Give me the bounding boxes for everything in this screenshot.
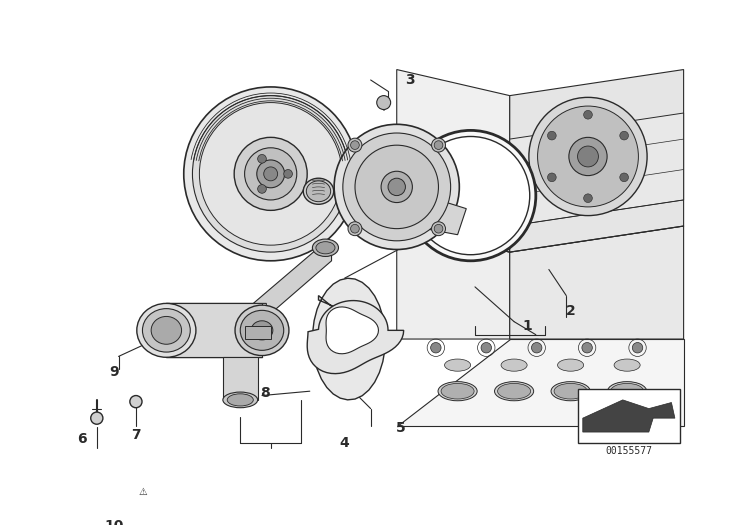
Ellipse shape [501,359,527,371]
Polygon shape [380,187,466,235]
Ellipse shape [142,309,190,352]
Text: 6: 6 [77,432,87,446]
Circle shape [348,222,362,236]
Circle shape [348,138,362,152]
Circle shape [632,342,643,353]
Text: 2: 2 [566,304,575,318]
Circle shape [264,167,278,181]
Circle shape [381,171,412,203]
Ellipse shape [551,382,590,401]
Polygon shape [583,400,675,432]
Circle shape [584,110,592,119]
Ellipse shape [303,178,334,204]
Ellipse shape [240,310,284,350]
Circle shape [193,96,349,252]
Text: 9: 9 [110,365,119,379]
Circle shape [200,102,342,245]
Ellipse shape [223,392,258,408]
Circle shape [284,170,292,178]
Polygon shape [326,307,379,354]
Circle shape [431,138,445,152]
Circle shape [350,141,359,150]
Circle shape [431,222,445,236]
Text: 8: 8 [260,386,269,400]
Circle shape [538,106,638,207]
Ellipse shape [136,303,196,358]
FancyBboxPatch shape [578,390,680,443]
Circle shape [481,342,491,353]
Polygon shape [223,358,258,400]
Circle shape [529,97,647,216]
Polygon shape [510,113,683,226]
Ellipse shape [316,242,335,254]
Circle shape [532,342,542,353]
Text: 3: 3 [405,73,415,87]
Ellipse shape [251,321,273,340]
Text: 5: 5 [396,421,406,435]
Circle shape [434,141,443,150]
Circle shape [548,173,556,182]
Polygon shape [308,301,404,374]
Circle shape [376,96,391,110]
Text: 7: 7 [131,428,141,442]
Ellipse shape [227,394,254,406]
Text: ⚠: ⚠ [139,487,147,497]
Text: 1: 1 [522,319,532,333]
Circle shape [350,224,359,233]
Circle shape [256,160,284,188]
Polygon shape [510,69,683,252]
Circle shape [355,145,439,228]
Polygon shape [397,339,683,426]
Circle shape [258,185,266,193]
Text: 10: 10 [104,519,124,525]
Circle shape [578,146,598,167]
Circle shape [582,342,592,353]
Ellipse shape [441,383,474,399]
Circle shape [244,148,297,200]
Circle shape [412,136,530,255]
Circle shape [334,124,459,249]
Circle shape [620,131,628,140]
Ellipse shape [235,305,289,355]
Circle shape [620,173,628,182]
Polygon shape [254,248,332,317]
Circle shape [343,133,451,241]
Ellipse shape [313,239,338,256]
Polygon shape [313,278,385,400]
Circle shape [184,87,358,261]
Polygon shape [510,226,683,339]
Polygon shape [166,303,262,358]
Ellipse shape [306,181,331,202]
Circle shape [548,131,556,140]
Ellipse shape [494,382,534,401]
Circle shape [258,154,266,163]
Ellipse shape [152,317,182,344]
Circle shape [130,395,142,408]
Circle shape [406,130,536,261]
Ellipse shape [438,382,477,401]
Text: 00155577: 00155577 [605,446,652,456]
Ellipse shape [445,359,471,371]
Ellipse shape [554,383,587,399]
Circle shape [388,178,406,196]
Ellipse shape [614,359,640,371]
Polygon shape [397,226,510,339]
Circle shape [430,342,441,353]
Polygon shape [397,69,510,252]
Ellipse shape [608,382,646,401]
Circle shape [91,412,103,424]
Circle shape [584,194,592,203]
Ellipse shape [610,383,644,399]
Ellipse shape [497,383,530,399]
Circle shape [234,138,308,211]
Polygon shape [122,469,164,506]
Circle shape [568,138,607,175]
Ellipse shape [557,359,584,371]
Circle shape [434,224,443,233]
Text: 4: 4 [340,436,350,450]
Polygon shape [244,326,271,339]
